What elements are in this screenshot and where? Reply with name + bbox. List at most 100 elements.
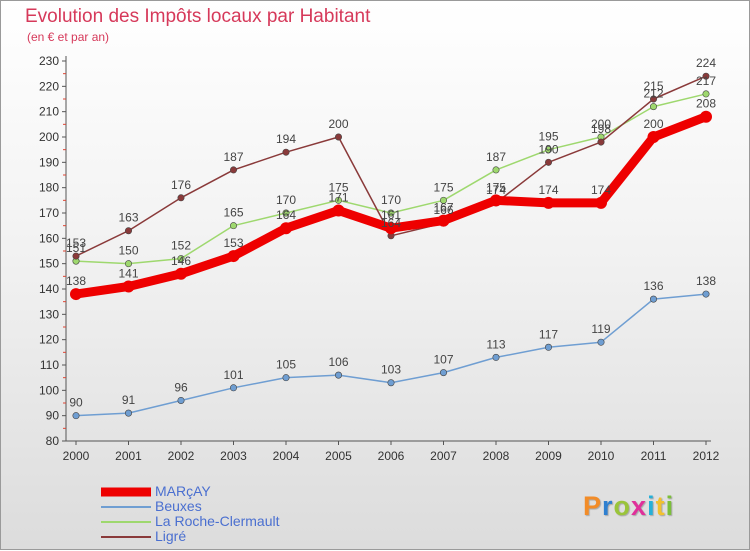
data-label-ligr: 198 <box>591 122 611 136</box>
data-point-mar-ay <box>122 280 135 293</box>
data-label-la-roche-clermault: 217 <box>696 74 716 88</box>
data-point-ligr <box>544 158 552 166</box>
y-tick-label: 170 <box>39 206 59 220</box>
legend-label: La Roche-Clermault <box>155 513 280 529</box>
data-label-la-roche-clermault: 212 <box>643 87 663 101</box>
data-label-la-roche-clermault: 195 <box>538 130 558 144</box>
data-label-mar-ay: 138 <box>66 274 86 288</box>
data-point-mar-ay <box>280 222 292 235</box>
data-label-mar-ay: 174 <box>591 183 611 197</box>
data-point-mar-ay <box>332 204 345 217</box>
data-label-beuxes: 101 <box>223 368 243 382</box>
data-label-mar-ay: 161 <box>381 208 401 222</box>
data-label-mar-ay: 164 <box>276 208 296 222</box>
logo-letter: x <box>631 491 648 521</box>
data-point-beuxes <box>597 338 605 346</box>
logo-letter: P <box>583 491 603 521</box>
logo-letter: i <box>665 491 675 521</box>
data-label-ligr: 187 <box>223 150 243 164</box>
data-point-beuxes <box>72 412 80 420</box>
legend-label: Ligré <box>155 528 187 544</box>
data-point-la-roche-clermault <box>649 103 657 111</box>
data-point-la-roche-clermault <box>702 90 710 98</box>
data-label-mar-ay: 200 <box>643 117 663 131</box>
legend-item-la-roche-clermault: La Roche-Clermault <box>101 514 280 529</box>
data-label-beuxes: 107 <box>433 353 453 367</box>
x-tick-label: 2010 <box>588 449 615 463</box>
y-tick-label: 180 <box>39 181 59 195</box>
data-point-la-roche-clermault <box>492 166 500 174</box>
legend-item-marcay: MARçAY <box>101 484 280 499</box>
data-point-la-roche-clermault <box>282 209 290 217</box>
data-label-la-roche-clermault: 170 <box>276 193 296 207</box>
data-point-beuxes <box>282 374 290 382</box>
data-label-beuxes: 90 <box>69 396 83 410</box>
legend-label: Beuxes <box>155 498 202 514</box>
data-point-mar-ay <box>227 250 240 263</box>
data-label-beuxes: 136 <box>643 279 663 293</box>
logo-letter: r <box>602 491 614 521</box>
legend: MARçAY Beuxes La Roche-Clermault Ligré <box>101 484 280 544</box>
x-tick-label: 2001 <box>115 449 142 463</box>
data-label-la-roche-clermault: 150 <box>118 244 138 258</box>
data-point-mar-ay <box>70 288 82 301</box>
data-point-ligr <box>334 133 342 141</box>
logo-letter: t <box>655 491 666 521</box>
y-tick-label: 120 <box>39 333 59 347</box>
data-point-beuxes <box>649 295 657 303</box>
legend-swatch-ligre <box>101 535 151 538</box>
logo-letter: o <box>613 491 632 521</box>
x-tick-label: 2011 <box>641 449 667 463</box>
x-tick-label: 2007 <box>430 449 457 463</box>
data-point-beuxes <box>439 369 447 377</box>
data-point-ligr <box>72 252 80 260</box>
x-tick-label: 2002 <box>168 449 195 463</box>
data-point-mar-ay <box>385 222 397 235</box>
data-point-la-roche-clermault <box>177 255 185 263</box>
data-point-beuxes <box>702 290 710 298</box>
y-tick-label: 160 <box>39 231 59 245</box>
data-label-ligr: 215 <box>643 79 663 93</box>
data-label-ligr: 224 <box>696 56 716 70</box>
data-point-beuxes <box>334 371 342 379</box>
data-label-ligr: 163 <box>118 211 138 225</box>
data-point-mar-ay <box>542 196 555 209</box>
logo-letter: i <box>647 491 656 521</box>
data-point-mar-ay <box>700 110 712 123</box>
data-point-beuxes <box>387 379 395 387</box>
data-point-la-roche-clermault <box>334 196 342 204</box>
data-label-beuxes: 105 <box>276 358 296 372</box>
data-label-mar-ay: 174 <box>538 183 558 197</box>
data-label-la-roche-clermault: 187 <box>486 150 506 164</box>
data-point-beuxes <box>230 384 238 392</box>
data-label-la-roche-clermault: 165 <box>223 206 243 220</box>
data-point-mar-ay <box>437 214 450 227</box>
data-point-beuxes <box>492 353 500 361</box>
data-point-la-roche-clermault <box>439 196 447 204</box>
data-label-beuxes: 113 <box>486 337 505 351</box>
data-label-la-roche-clermault: 151 <box>66 241 86 255</box>
y-tick-label: 140 <box>39 282 59 296</box>
data-label-mar-ay: 153 <box>223 236 243 250</box>
x-tick-label: 2004 <box>273 449 300 463</box>
legend-swatch-la-roche-clermault <box>101 520 151 523</box>
data-label-la-roche-clermault: 175 <box>328 180 348 194</box>
data-label-beuxes: 117 <box>539 327 558 341</box>
y-tick-label: 80 <box>46 434 60 448</box>
data-point-ligr <box>282 148 290 156</box>
series-line-beuxes <box>75 293 707 417</box>
x-tick-label: 2005 <box>325 449 352 463</box>
data-point-ligr <box>649 95 657 103</box>
data-label-ligr: 190 <box>538 142 558 156</box>
data-label-beuxes: 138 <box>696 274 716 288</box>
data-point-la-roche-clermault <box>544 146 552 154</box>
data-label-ligr: 176 <box>171 178 191 192</box>
data-label-beuxes: 96 <box>174 380 188 394</box>
data-point-la-roche-clermault <box>230 222 238 230</box>
data-point-beuxes <box>544 343 552 351</box>
proxiti-logo: Proxiti <box>583 491 674 522</box>
data-point-la-roche-clermault <box>125 260 133 268</box>
x-tick-label: 2000 <box>63 449 90 463</box>
